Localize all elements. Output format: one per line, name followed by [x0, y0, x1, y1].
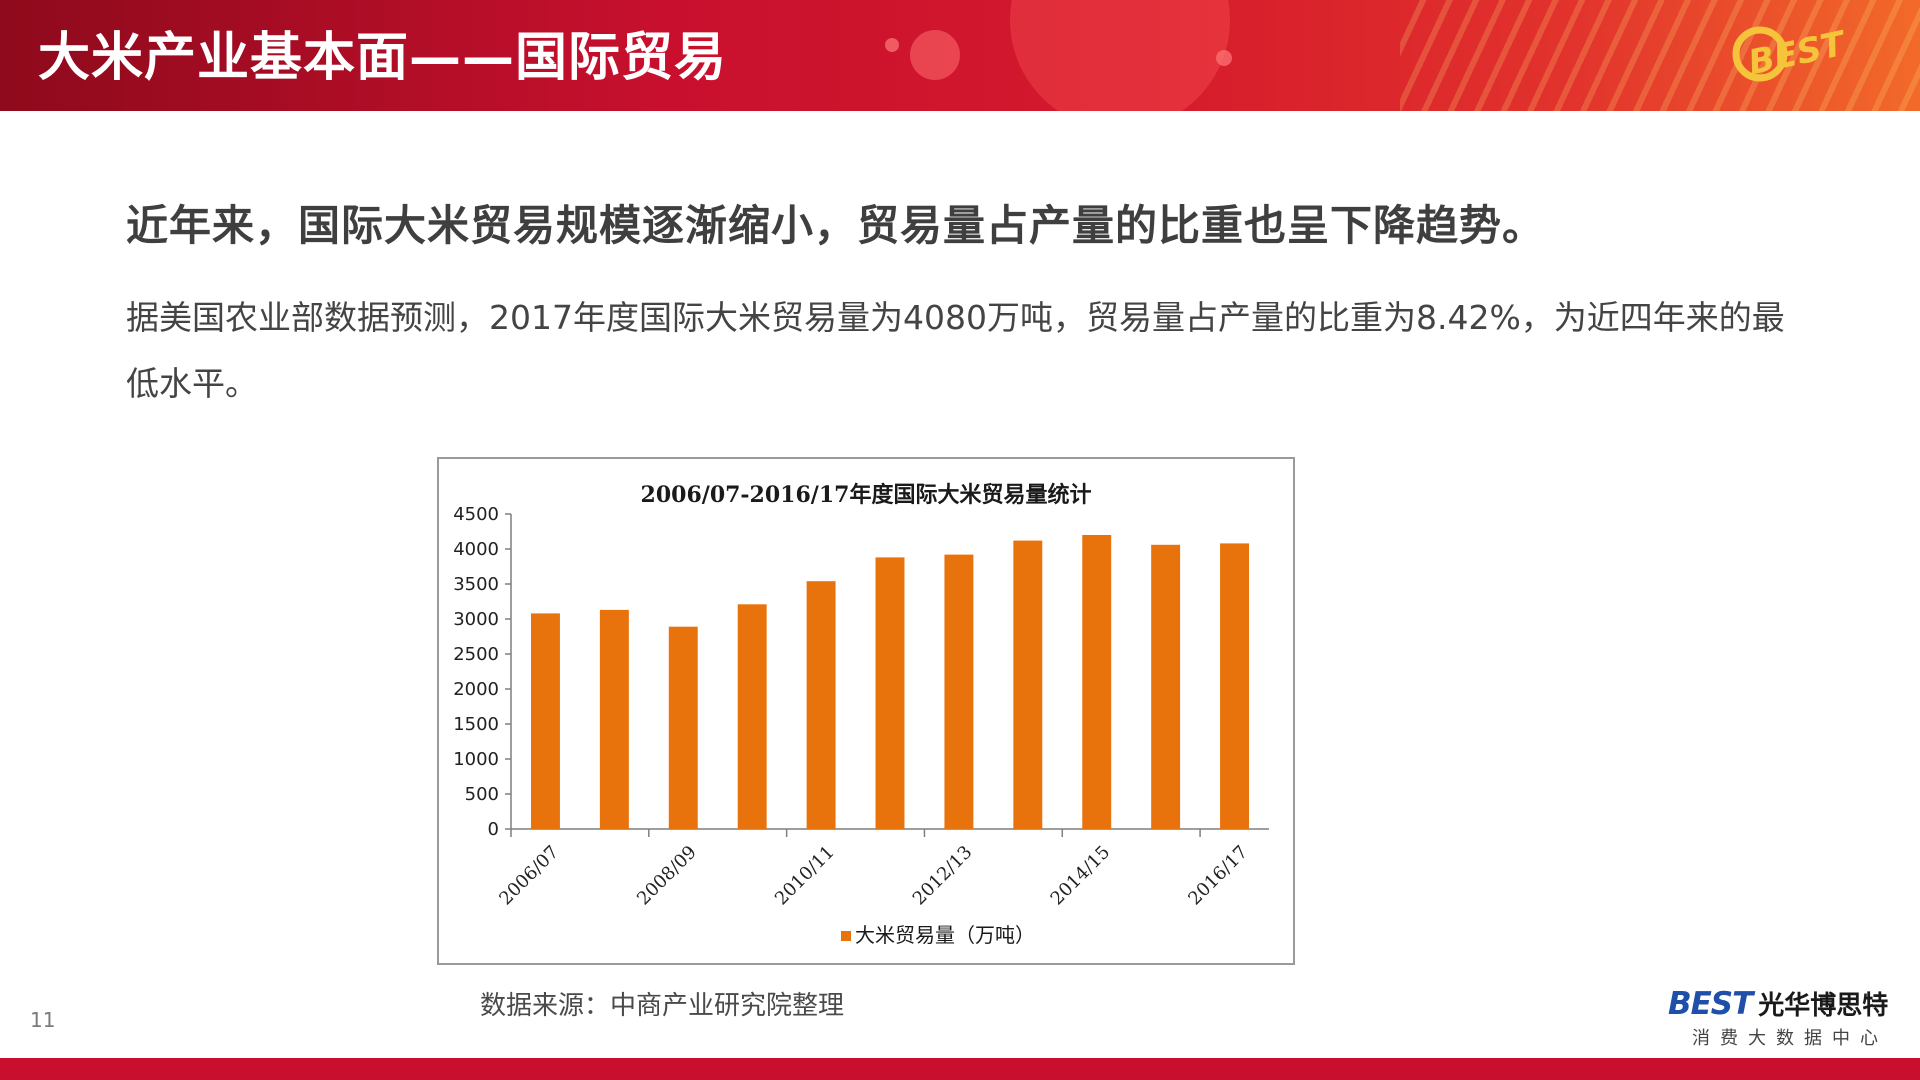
- page-number: 11: [30, 1008, 56, 1032]
- x-tick-label: 2016/17: [1184, 842, 1252, 910]
- brand-name: 光华博思特: [1758, 991, 1889, 1021]
- bar-2015/16: [1151, 544, 1181, 829]
- chart-title: 2006/07-2016/17年度国际大米贸易量统计: [641, 482, 1092, 508]
- bar-2016/17: [1220, 543, 1250, 829]
- decorative-circle: [910, 30, 960, 80]
- y-tick-label: 4000: [453, 539, 499, 560]
- bar-2014/15: [1082, 535, 1112, 829]
- footer-bar: [0, 1058, 1920, 1080]
- decorative-circle: [1010, 0, 1230, 111]
- decorative-rays: [1400, 0, 1920, 111]
- legend-swatch: [841, 931, 851, 941]
- x-tick-label: 2014/15: [1047, 842, 1115, 910]
- brand-subtitle: 消费大数据中心: [1692, 1028, 1888, 1049]
- legend-label: 大米贸易量（万吨）: [855, 923, 1035, 947]
- y-tick-label: 1000: [453, 749, 499, 770]
- x-tick-label: 2008/09: [633, 842, 701, 910]
- y-tick-label: 1500: [453, 714, 499, 735]
- y-tick-label: 0: [488, 819, 499, 840]
- y-tick-label: 2000: [453, 679, 499, 700]
- chart-container: 2006/07-2016/17年度国际大米贸易量统计 0 500 1000 1500 20…: [437, 457, 1295, 965]
- x-tick-label: 2010/11: [771, 842, 839, 910]
- decorative-circle: [1216, 50, 1232, 66]
- bar-2011/12: [875, 557, 905, 829]
- bar-2012/13: [944, 554, 974, 829]
- bar-2007/08: [599, 609, 629, 829]
- bar-2010/11: [806, 581, 836, 829]
- header-banner: 大米产业基本面——国际贸易 BEST: [0, 0, 1920, 111]
- y-tick-label: 500: [465, 784, 499, 805]
- x-tick-label: 2006/07: [495, 842, 563, 910]
- bar-2009/10: [737, 604, 767, 829]
- y-tick-label: 4500: [453, 504, 499, 525]
- y-tick-label: 3000: [453, 609, 499, 630]
- bar-2006/07: [530, 613, 560, 829]
- bar-chart: 2006/07-2016/17年度国际大米贸易量统计 0 500 1000 1500 20…: [453, 482, 1269, 947]
- data-source-note: 数据来源：中商产业研究院整理: [480, 991, 845, 1021]
- y-tick-label: 2500: [453, 644, 499, 665]
- page-title: 大米产业基本面——国际贸易: [38, 28, 728, 88]
- y-tick-label: 3500: [453, 574, 499, 595]
- body-paragraph: 据美国农业部数据预测，2017年度国际大米贸易量为4080万吨，贸易量占产量的比…: [126, 298, 1785, 403]
- bar-2008/09: [668, 626, 698, 829]
- brand-logo-text: BEST: [1668, 985, 1753, 1022]
- headline: 近年来，国际大米贸易规模逐渐缩小，贸易量占产量的比重也呈下降趋势。: [126, 201, 1546, 250]
- brand-footer: BEST 光华博思特 消费大数据中心: [1668, 985, 1908, 1051]
- bar-2013/14: [1013, 540, 1043, 829]
- best-logo-icon: BEST: [1732, 23, 1851, 83]
- decorative-circle: [885, 38, 899, 52]
- x-tick-label: 2012/13: [909, 842, 977, 910]
